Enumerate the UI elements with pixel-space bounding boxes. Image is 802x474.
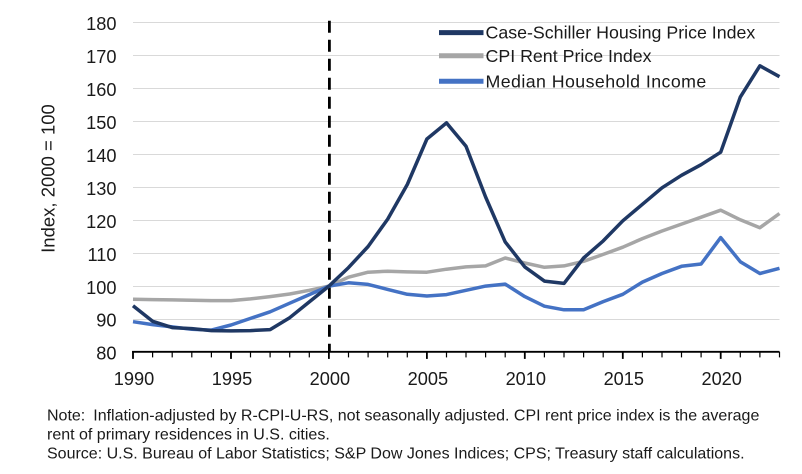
svg-text:150: 150	[86, 113, 116, 133]
svg-text:2005: 2005	[408, 369, 448, 389]
svg-text:120: 120	[86, 212, 116, 232]
svg-text:Note: Inflation-adjusted by R-: Note: Inflation-adjusted by R-CPI-U-RS, …	[47, 407, 759, 424]
svg-text:100: 100	[86, 278, 116, 298]
svg-text:Index, 2000 = 100: Index, 2000 = 100	[38, 104, 59, 253]
svg-text:2015: 2015	[604, 369, 644, 389]
svg-text:CPI Rent Price Index: CPI Rent Price Index	[486, 46, 652, 66]
svg-text:1990: 1990	[114, 369, 154, 389]
svg-text:Median Household Income: Median Household Income	[486, 71, 707, 91]
svg-text:1995: 1995	[212, 369, 252, 389]
svg-text:rent of primary residences in: rent of primary residences in U.S. citie…	[47, 426, 330, 443]
svg-text:170: 170	[86, 47, 116, 67]
svg-text:80: 80	[96, 344, 116, 364]
svg-text:110: 110	[88, 245, 117, 265]
svg-text:130: 130	[86, 179, 116, 199]
svg-text:Source: U.S. Bureau of Labor S: Source: U.S. Bureau of Labor Statistics;…	[47, 446, 745, 463]
svg-text:2000: 2000	[310, 369, 350, 389]
svg-text:160: 160	[86, 80, 116, 100]
svg-text:Case-Schiller Housing Price In: Case-Schiller Housing Price Index	[486, 23, 756, 43]
svg-text:2010: 2010	[506, 369, 546, 389]
svg-text:140: 140	[86, 146, 116, 166]
svg-text:180: 180	[86, 14, 116, 34]
svg-text:2020: 2020	[701, 369, 741, 389]
svg-text:90: 90	[96, 311, 116, 331]
